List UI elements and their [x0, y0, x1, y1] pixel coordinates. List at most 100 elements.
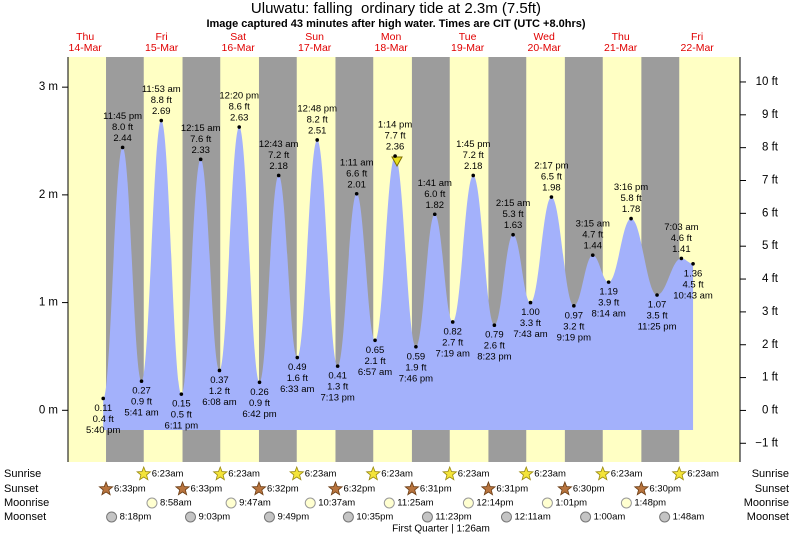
y2-tick-label: 4 ft — [762, 273, 779, 285]
moonrise-icon — [225, 497, 237, 509]
tide-label: 0.79 — [485, 330, 504, 341]
tide-point — [528, 300, 533, 305]
y2-tick-label: 0 ft — [762, 404, 779, 416]
tide-label: 5:41 am — [124, 408, 158, 419]
tide-point — [691, 262, 695, 266]
moonrise-time: 9:47am — [239, 498, 271, 509]
sunrise-icon — [212, 465, 228, 481]
sunrise-icon — [442, 465, 458, 481]
day-label: Sat — [230, 31, 246, 43]
row-label: Sunrise — [4, 468, 41, 480]
plot-layer — [103, 120, 694, 430]
moonset-icon — [263, 511, 275, 523]
tide-label: 8.0 ft — [112, 122, 133, 133]
sunset-time: 6:32pm — [343, 484, 375, 495]
chart-subtitle: Image captured 43 minutes after high wat… — [206, 18, 585, 30]
tide-label: 7:46 pm — [399, 373, 433, 384]
day-label: Thu — [612, 31, 630, 43]
tide-label: 5.8 ft — [621, 193, 642, 204]
tide-label: 12:43 am — [259, 139, 299, 150]
tide-label: 5.3 ft — [503, 209, 524, 220]
tide-label: 0.65 — [366, 345, 385, 356]
tide-point — [471, 173, 476, 178]
sunset-icon — [480, 480, 497, 496]
moonset-icon — [106, 511, 118, 523]
moonset-time: 9:49pm — [277, 512, 309, 523]
current-tide-marker — [391, 156, 403, 168]
moonrise-time: 1:48pm — [634, 498, 666, 509]
date-label: 15-Mar — [145, 42, 179, 54]
tide-label: 8.8 ft — [151, 95, 172, 106]
sunset-icon — [633, 480, 650, 496]
tide-point — [159, 118, 164, 123]
day-label: Fri — [156, 31, 168, 43]
tide-label: 1.00 — [521, 307, 540, 318]
date-label: 16-Mar — [222, 42, 256, 54]
sunrise-icon — [365, 465, 381, 481]
tide-label: 1.98 — [542, 183, 561, 194]
tide-label: 2.33 — [191, 145, 210, 156]
moonrise-time: 1:01pm — [555, 498, 587, 509]
date-label: 22-Mar — [681, 42, 715, 54]
tide-point — [549, 195, 554, 199]
tide-label: 2:17 pm — [534, 161, 568, 172]
tide-label: 1.6 ft — [287, 373, 308, 384]
sunset-time: 6:33pm — [114, 484, 146, 495]
moonrise-icon — [462, 497, 474, 509]
moonrise-icon — [541, 497, 553, 509]
tide-point — [217, 368, 222, 373]
tide-label: 0.97 — [565, 310, 584, 321]
tide-label: 6:33 am — [280, 384, 314, 395]
sunset-time: 6:30pm — [573, 484, 605, 495]
tide-area — [103, 120, 694, 430]
sunset-time: 6:30pm — [649, 484, 681, 495]
tide-point — [606, 280, 611, 284]
tide-label: 7:19 am — [436, 348, 470, 359]
row-label: Moonset — [747, 511, 789, 523]
tide-label: 3:15 am — [576, 219, 610, 230]
tide-label: 11:53 am — [142, 84, 181, 95]
moonset-icon — [580, 511, 592, 523]
tide-label: 0.15 — [172, 399, 191, 410]
tide-point — [373, 338, 377, 343]
tide-point — [198, 157, 203, 162]
day-label: Fri — [691, 31, 703, 43]
tide-label: 12:48 pm — [297, 103, 337, 114]
day-label: Sun — [305, 31, 324, 43]
row-label: Moonrise — [744, 497, 789, 509]
tide-label: 6:42 pm — [242, 409, 276, 420]
tide-label: 3.3 ft — [520, 318, 541, 329]
row-label: Moonrise — [4, 497, 49, 509]
moonrise-time: 11:25am — [397, 498, 433, 509]
sunrise-time: 6:23am — [687, 469, 719, 480]
tide-label: 2.6 ft — [484, 341, 505, 352]
tide-label: 2.36 — [386, 142, 405, 153]
sunset-icon — [174, 480, 191, 496]
tide-label: 10:43 am — [673, 290, 713, 301]
tide-label: 2.18 — [269, 161, 288, 172]
tide-point — [629, 216, 633, 221]
chart-title: Uluwatu: falling ordinary tide at 2.3m (… — [251, 0, 541, 17]
tide-label: 3.2 ft — [563, 321, 584, 332]
date-label: 17-Mar — [298, 42, 332, 54]
y2-tick-label: 3 ft — [762, 306, 779, 318]
tide-label: 2:15 am — [496, 198, 530, 209]
date-label: 19-Mar — [451, 42, 485, 54]
y2-tick-label: −1 ft — [755, 437, 779, 449]
sunset-time: 6:33pm — [191, 484, 223, 495]
y2-tick-label: 8 ft — [762, 142, 779, 154]
tide-label: 2.44 — [113, 133, 132, 144]
sunset-time: 6:31pm — [496, 484, 528, 495]
tide-label: 6:08 am — [202, 397, 236, 408]
tide-label: 4.5 ft — [682, 279, 703, 290]
day-label: Tue — [459, 31, 477, 43]
day-label: Mon — [381, 31, 402, 43]
sunrise-icon — [595, 465, 611, 481]
date-label: 21-Mar — [604, 42, 638, 54]
moonset-time: 11:23pm — [435, 512, 471, 523]
tide-label: 3.9 ft — [598, 298, 619, 309]
tide-label: 0.5 ft — [171, 410, 192, 421]
moon-phase: First Quarter | 1:26am — [392, 524, 490, 535]
tide-label: 2.1 ft — [364, 356, 385, 367]
tide-label: 1.82 — [426, 200, 445, 211]
